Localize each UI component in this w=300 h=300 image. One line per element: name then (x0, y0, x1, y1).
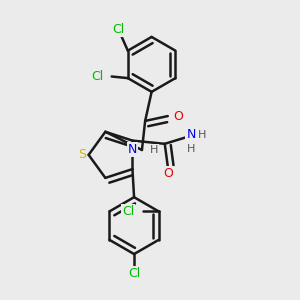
Text: Cl: Cl (128, 267, 140, 280)
Text: N: N (128, 143, 137, 157)
Text: Cl: Cl (92, 70, 104, 83)
Text: H: H (198, 130, 206, 140)
Text: S: S (78, 148, 86, 161)
Text: O: O (163, 167, 173, 180)
Text: Cl: Cl (112, 23, 124, 36)
Text: Cl: Cl (122, 205, 134, 218)
Text: N: N (186, 128, 196, 141)
Text: H: H (186, 144, 195, 154)
Text: O: O (174, 110, 184, 123)
Text: H: H (150, 145, 158, 155)
